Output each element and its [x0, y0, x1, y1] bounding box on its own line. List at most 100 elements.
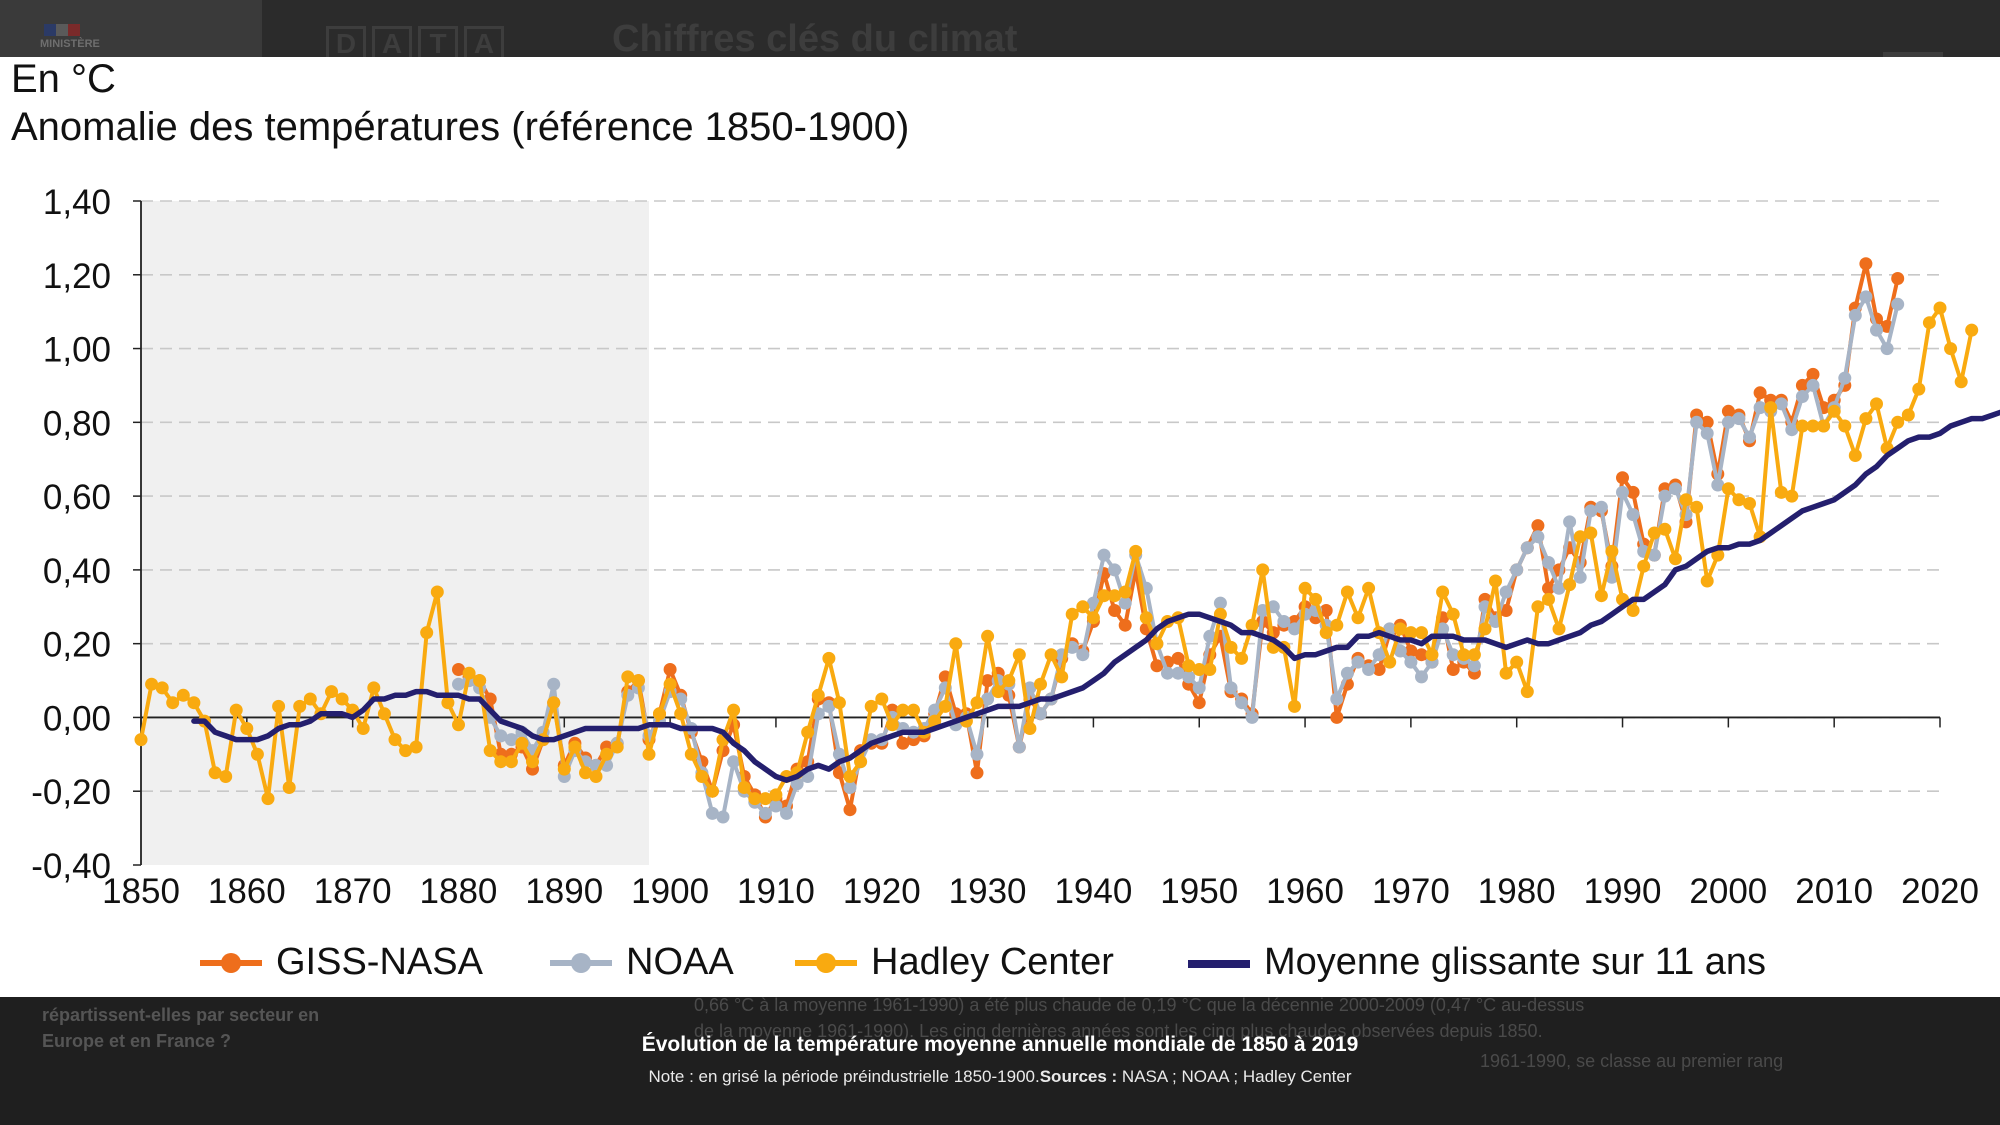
data-point-noaa: [1880, 342, 1894, 356]
data-point-hadley: [219, 770, 233, 783]
data-point-hadley: [1668, 552, 1682, 566]
data-point-hadley: [1764, 401, 1778, 415]
data-point-hadley: [1139, 611, 1153, 625]
data-point-hadley: [335, 692, 349, 706]
data-point-hadley: [684, 747, 698, 761]
data-point-noaa: [1213, 596, 1227, 610]
caption-sources-label: Sources :: [1039, 1067, 1118, 1086]
data-point-giss: [1192, 696, 1206, 710]
data-point-hadley: [1404, 626, 1418, 640]
data-point-hadley: [176, 688, 190, 702]
data-point-hadley: [187, 696, 201, 710]
data-point-giss: [1616, 471, 1629, 485]
series-line-moyenne: [191, 409, 2000, 783]
ministere-label: MINISTÈRE: [40, 38, 100, 50]
data-point-noaa: [1372, 648, 1386, 662]
data-point-hadley: [1256, 563, 1270, 577]
y-tick-label: 1,20: [43, 257, 111, 296]
x-tick-label: 1940: [1054, 872, 1132, 911]
data-point-hadley: [1520, 685, 1534, 699]
data-point-hadley: [1838, 419, 1852, 433]
legend-label-noaa: NOAA: [626, 941, 734, 983]
data-point-hadley: [1489, 574, 1502, 588]
data-point-noaa: [1467, 659, 1481, 673]
page-title: Chiffres clés du climat: [612, 18, 1018, 60]
data-point-hadley: [1700, 574, 1714, 588]
data-point-noaa: [1171, 666, 1185, 680]
data-point-hadley: [748, 792, 762, 806]
data-point-noaa: [504, 733, 518, 747]
data-point-noaa: [1383, 622, 1397, 636]
data-point-hadley: [970, 696, 984, 710]
data-point-hadley: [1108, 589, 1122, 603]
data-point-noaa: [1034, 707, 1047, 721]
data-point-noaa: [1668, 482, 1682, 496]
x-tick-label: 1950: [1160, 872, 1238, 911]
data-point-noaa: [1510, 563, 1524, 577]
x-tick-label: 1920: [843, 872, 921, 911]
x-tick-label: 2010: [1795, 872, 1873, 911]
data-point-noaa: [1795, 390, 1809, 403]
data-point-hadley: [1097, 589, 1111, 603]
data-point-hadley: [695, 770, 709, 783]
x-tick-label: 1960: [1266, 872, 1344, 911]
data-point-noaa: [1076, 648, 1090, 662]
data-point-hadley: [801, 725, 815, 739]
data-point-hadley: [1626, 604, 1640, 617]
data-point-hadley: [811, 688, 825, 702]
data-point-noaa: [1224, 681, 1238, 695]
data-point-noaa: [1594, 500, 1608, 514]
data-point-noaa: [547, 677, 561, 691]
chart-panel: En °C Anomalie des températures (référen…: [0, 57, 2000, 997]
data-point-hadley: [631, 674, 645, 688]
data-point-hadley: [1340, 585, 1354, 599]
data-point-hadley: [642, 747, 656, 761]
background-text: répartissent-elles par secteur en: [42, 1005, 320, 1025]
data-point-hadley: [737, 781, 751, 794]
data-point-noaa: [1743, 430, 1756, 444]
series-line-giss: [456, 261, 1900, 819]
data-point-hadley: [1012, 648, 1026, 662]
data-point-hadley: [758, 792, 772, 806]
data-point-hadley: [1118, 585, 1132, 599]
data-point-noaa: [1436, 622, 1450, 636]
data-point-hadley: [1499, 666, 1513, 680]
data-point-hadley: [1690, 500, 1704, 514]
data-point-hadley: [1806, 419, 1820, 433]
data-point-noaa: [1711, 478, 1725, 492]
data-point-hadley: [1446, 607, 1460, 621]
data-point-noaa: [1182, 670, 1196, 684]
data-point-hadley: [769, 788, 783, 802]
data-point-hadley: [1785, 489, 1799, 503]
data-point-hadley: [1203, 663, 1217, 676]
data-point-noaa: [1563, 515, 1577, 529]
ministere-logo-block[interactable]: [0, 0, 262, 57]
chart-unit-label: En °C: [11, 57, 116, 101]
background-text: Europe et en France ?: [42, 1031, 232, 1051]
data-point-giss: [1626, 485, 1640, 499]
data-point-hadley: [1827, 404, 1841, 418]
menu-button[interactable]: [1883, 52, 1943, 58]
data-point-noaa: [769, 799, 783, 813]
y-tick-label: 0,60: [43, 478, 111, 517]
data-point-hadley: [1944, 342, 1958, 356]
y-tick-label: 0,00: [43, 699, 111, 738]
data-point-giss: [663, 663, 677, 676]
data-point-giss: [1700, 415, 1714, 429]
data-point-hadley: [981, 629, 995, 643]
data-point-hadley: [494, 755, 508, 769]
data-point-hadley: [610, 740, 624, 754]
data-point-hadley: [1679, 493, 1693, 507]
legend-label-hadley: Hadley Center: [871, 941, 1114, 983]
data-point-hadley: [1213, 607, 1227, 621]
data-point-hadley: [1552, 622, 1566, 636]
data-point-noaa: [1235, 696, 1249, 710]
data-point-noaa: [1531, 530, 1545, 544]
data-point-giss: [1150, 659, 1164, 673]
data-point-hadley: [653, 707, 666, 721]
data-point-giss: [1108, 604, 1122, 617]
x-tick-label: 1870: [314, 872, 392, 911]
data-point-hadley: [1510, 655, 1524, 669]
data-point-hadley: [1425, 648, 1439, 662]
data-point-hadley: [1933, 301, 1947, 315]
